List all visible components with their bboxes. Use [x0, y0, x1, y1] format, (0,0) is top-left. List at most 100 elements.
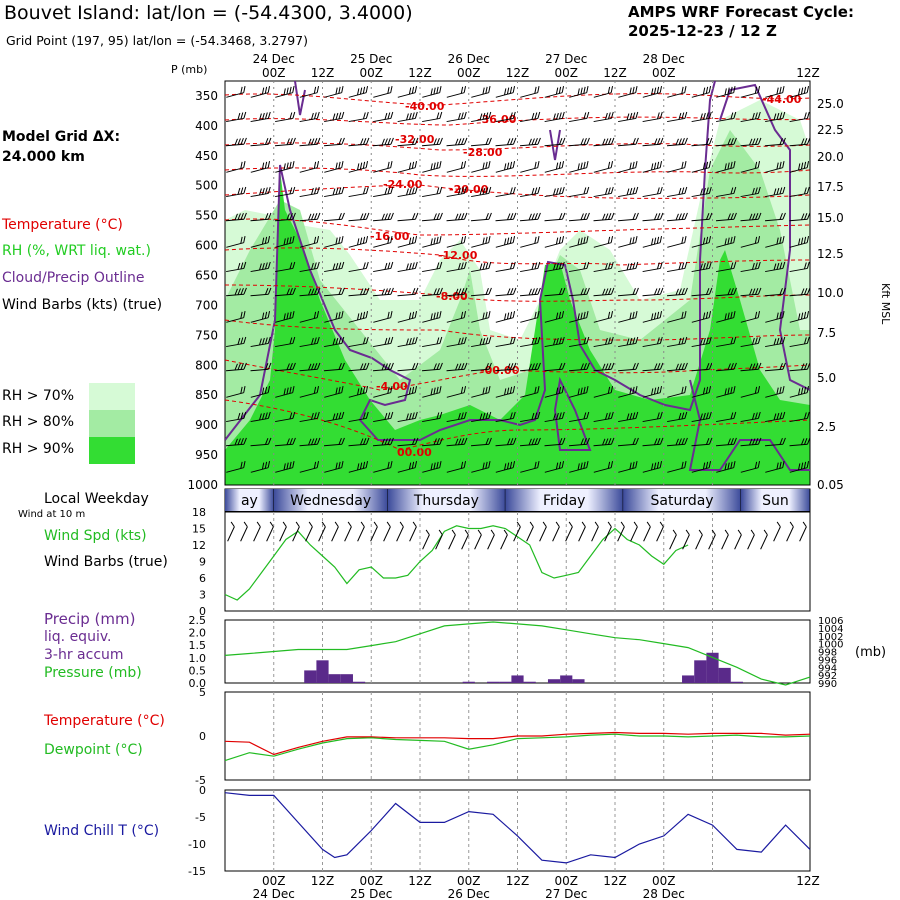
barb-feather	[338, 311, 341, 319]
barb	[495, 310, 516, 323]
barb-feather	[289, 262, 293, 270]
barb-feather	[243, 310, 246, 318]
barb	[691, 85, 712, 98]
barb	[495, 212, 517, 222]
barb-feather	[659, 160, 663, 168]
barb-shaft	[740, 92, 759, 98]
barb-feather	[455, 138, 459, 146]
barb	[348, 411, 369, 423]
height-tick-8: 5.0	[817, 371, 836, 385]
weekday-segment-3	[505, 489, 624, 511]
barb-feather	[485, 86, 488, 94]
windchill-tick-2: -10	[188, 838, 206, 851]
barb	[226, 385, 246, 398]
barb-feather	[583, 461, 586, 469]
barb-feather	[730, 386, 733, 394]
barb-feather	[488, 310, 491, 318]
barb-feather	[555, 387, 559, 395]
barb-feather	[611, 287, 615, 295]
barb-feather	[681, 213, 685, 220]
barb-feather	[534, 288, 538, 295]
barb-feather	[562, 137, 566, 145]
barb-feather	[779, 236, 782, 244]
barb-feather	[602, 213, 606, 221]
barb-feather	[482, 412, 486, 420]
barb	[471, 411, 492, 423]
barb	[544, 160, 565, 173]
barb-feather	[555, 237, 559, 245]
barb-feather	[580, 162, 583, 170]
barb-feather	[335, 112, 339, 120]
barb-feather	[460, 112, 464, 120]
barb	[299, 85, 320, 98]
barb-feather	[463, 85, 467, 93]
barb-feather	[366, 287, 370, 295]
barb	[299, 137, 321, 147]
barb-feather	[681, 187, 685, 195]
barb	[691, 310, 712, 323]
barb-feather	[803, 337, 807, 345]
barb-feather	[362, 412, 366, 420]
barb	[789, 111, 810, 123]
cross-section-wind-barbs	[225, 85, 810, 473]
barb-feather	[338, 236, 341, 244]
barb-feather	[433, 213, 437, 220]
barb-feather	[390, 385, 393, 393]
barb-feather	[635, 437, 639, 445]
top-tick-7: 12Z	[603, 66, 627, 80]
barb-feather	[531, 262, 535, 270]
pressure-tick-500: 500	[195, 179, 218, 193]
barb-feather	[390, 437, 394, 445]
barb	[593, 336, 614, 348]
barb	[471, 310, 491, 323]
barb-feather	[608, 288, 612, 295]
barb-shaft	[740, 242, 759, 248]
barb	[618, 460, 638, 473]
barb	[618, 186, 639, 198]
barb-feather	[727, 312, 730, 320]
barb-feather	[317, 362, 321, 370]
barb-feather	[758, 362, 762, 370]
barb-feather	[414, 385, 418, 393]
forecast-cycle-line2: 2025-12-23 / 12 Z	[628, 22, 777, 40]
barb-feather	[313, 311, 317, 319]
barb-feather	[706, 363, 710, 370]
surface-wind-barb-43	[786, 521, 794, 542]
barb-feather	[433, 87, 436, 95]
surface-wind-barb-25	[552, 521, 560, 542]
barb	[691, 385, 712, 398]
barb-feather	[705, 112, 709, 120]
barb-feather	[776, 112, 780, 120]
barb-feather	[651, 163, 654, 171]
barb-feather	[605, 288, 609, 295]
barb-feather	[537, 212, 541, 220]
barb	[544, 460, 565, 473]
barb-feather	[757, 85, 761, 93]
surface-barb-feather	[620, 521, 625, 528]
barb-feather	[635, 186, 639, 194]
barb-feather	[733, 385, 736, 393]
barb	[765, 385, 785, 398]
barb-feather	[733, 362, 737, 370]
barb	[397, 310, 418, 323]
precip-bar-8	[499, 681, 512, 683]
barb-feather	[243, 437, 247, 445]
barb-feather	[240, 311, 243, 319]
barb	[422, 160, 442, 173]
weekday-label-3: Friday	[543, 493, 585, 509]
surface-barb-feather	[698, 529, 703, 536]
barb-feather	[629, 237, 632, 245]
barb-feather	[479, 188, 483, 196]
barb-feather	[681, 386, 684, 394]
barb-feather	[414, 261, 418, 269]
barb-feather	[537, 310, 540, 318]
barb-feather	[656, 187, 660, 195]
surface-barb-feather	[425, 529, 430, 536]
barb	[348, 437, 370, 447]
barb	[642, 336, 663, 348]
barb-feather	[414, 186, 418, 194]
barb	[397, 186, 418, 198]
barb-feather	[234, 138, 238, 146]
barb-feather	[433, 138, 437, 145]
